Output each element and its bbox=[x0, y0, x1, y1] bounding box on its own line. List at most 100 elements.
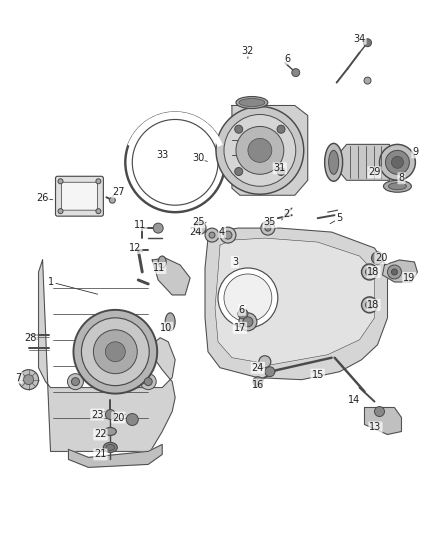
Circle shape bbox=[224, 115, 296, 186]
Circle shape bbox=[140, 374, 156, 390]
Circle shape bbox=[58, 179, 63, 184]
Text: 8: 8 bbox=[398, 173, 404, 183]
Circle shape bbox=[238, 309, 248, 319]
Circle shape bbox=[209, 232, 215, 238]
Text: 11: 11 bbox=[153, 263, 165, 273]
Circle shape bbox=[292, 69, 300, 77]
Circle shape bbox=[106, 409, 115, 419]
Circle shape bbox=[265, 367, 275, 377]
Circle shape bbox=[220, 227, 236, 243]
Text: 6: 6 bbox=[285, 54, 291, 63]
Text: 26: 26 bbox=[36, 193, 49, 203]
Ellipse shape bbox=[165, 313, 175, 331]
Circle shape bbox=[71, 378, 79, 385]
Circle shape bbox=[253, 377, 263, 386]
Circle shape bbox=[235, 125, 243, 133]
Circle shape bbox=[385, 150, 410, 174]
Text: 24: 24 bbox=[252, 362, 264, 373]
Circle shape bbox=[236, 126, 284, 174]
FancyBboxPatch shape bbox=[61, 182, 97, 210]
Circle shape bbox=[259, 356, 271, 368]
Text: 17: 17 bbox=[234, 323, 246, 333]
Polygon shape bbox=[39, 260, 175, 451]
Ellipse shape bbox=[103, 442, 117, 453]
Circle shape bbox=[364, 77, 371, 84]
Circle shape bbox=[194, 222, 206, 234]
Circle shape bbox=[366, 268, 374, 276]
Ellipse shape bbox=[104, 427, 117, 435]
Ellipse shape bbox=[389, 183, 406, 190]
Circle shape bbox=[388, 265, 401, 279]
Text: 14: 14 bbox=[349, 394, 361, 405]
Circle shape bbox=[67, 374, 83, 390]
Ellipse shape bbox=[328, 150, 339, 174]
Text: 33: 33 bbox=[156, 150, 168, 160]
Text: 3: 3 bbox=[232, 257, 238, 267]
Text: 30: 30 bbox=[192, 154, 204, 163]
Text: 21: 21 bbox=[94, 449, 106, 459]
Circle shape bbox=[224, 274, 272, 322]
Text: 23: 23 bbox=[91, 409, 103, 419]
Circle shape bbox=[19, 370, 39, 390]
Ellipse shape bbox=[158, 256, 166, 268]
Circle shape bbox=[235, 167, 243, 175]
Text: 13: 13 bbox=[369, 423, 381, 432]
Text: 35: 35 bbox=[264, 217, 276, 227]
Text: 9: 9 bbox=[412, 147, 418, 157]
Circle shape bbox=[126, 414, 138, 425]
Circle shape bbox=[144, 378, 152, 385]
Circle shape bbox=[248, 139, 272, 163]
Text: 31: 31 bbox=[274, 163, 286, 173]
Text: 32: 32 bbox=[242, 46, 254, 55]
Circle shape bbox=[96, 179, 101, 184]
Circle shape bbox=[153, 223, 163, 233]
Polygon shape bbox=[364, 408, 401, 434]
Circle shape bbox=[392, 156, 403, 168]
Circle shape bbox=[265, 225, 271, 231]
Text: 6: 6 bbox=[239, 305, 245, 315]
Polygon shape bbox=[332, 144, 393, 180]
Circle shape bbox=[74, 310, 157, 393]
Text: 1: 1 bbox=[47, 277, 53, 287]
Circle shape bbox=[261, 221, 275, 235]
Text: 22: 22 bbox=[94, 430, 106, 440]
Text: 2: 2 bbox=[284, 209, 290, 219]
Circle shape bbox=[374, 407, 385, 416]
FancyBboxPatch shape bbox=[56, 176, 103, 216]
Circle shape bbox=[218, 268, 278, 328]
Text: 18: 18 bbox=[367, 300, 380, 310]
Text: 27: 27 bbox=[112, 187, 124, 197]
Text: 34: 34 bbox=[353, 34, 366, 44]
Circle shape bbox=[110, 197, 115, 203]
Text: 18: 18 bbox=[367, 267, 380, 277]
Text: 5: 5 bbox=[336, 213, 343, 223]
Circle shape bbox=[361, 297, 378, 313]
Text: 29: 29 bbox=[368, 167, 381, 177]
Text: 20: 20 bbox=[375, 253, 388, 263]
Polygon shape bbox=[205, 228, 388, 379]
Circle shape bbox=[277, 167, 285, 175]
Text: 7: 7 bbox=[15, 373, 22, 383]
Text: 11: 11 bbox=[134, 220, 146, 230]
Ellipse shape bbox=[325, 143, 343, 181]
Circle shape bbox=[58, 209, 63, 214]
Text: 24: 24 bbox=[189, 227, 201, 237]
Circle shape bbox=[96, 209, 101, 214]
Text: 19: 19 bbox=[403, 273, 416, 283]
Circle shape bbox=[24, 375, 34, 385]
Text: 28: 28 bbox=[25, 333, 37, 343]
Ellipse shape bbox=[239, 99, 265, 107]
Text: 25: 25 bbox=[192, 217, 204, 227]
Ellipse shape bbox=[236, 96, 268, 109]
Circle shape bbox=[216, 107, 304, 194]
Text: 12: 12 bbox=[129, 243, 141, 253]
Circle shape bbox=[243, 317, 253, 327]
Circle shape bbox=[81, 318, 149, 385]
Circle shape bbox=[277, 125, 285, 133]
Polygon shape bbox=[152, 258, 190, 295]
Polygon shape bbox=[215, 238, 374, 365]
Polygon shape bbox=[382, 260, 417, 282]
Circle shape bbox=[106, 342, 125, 362]
Circle shape bbox=[239, 313, 257, 331]
Circle shape bbox=[224, 231, 232, 239]
